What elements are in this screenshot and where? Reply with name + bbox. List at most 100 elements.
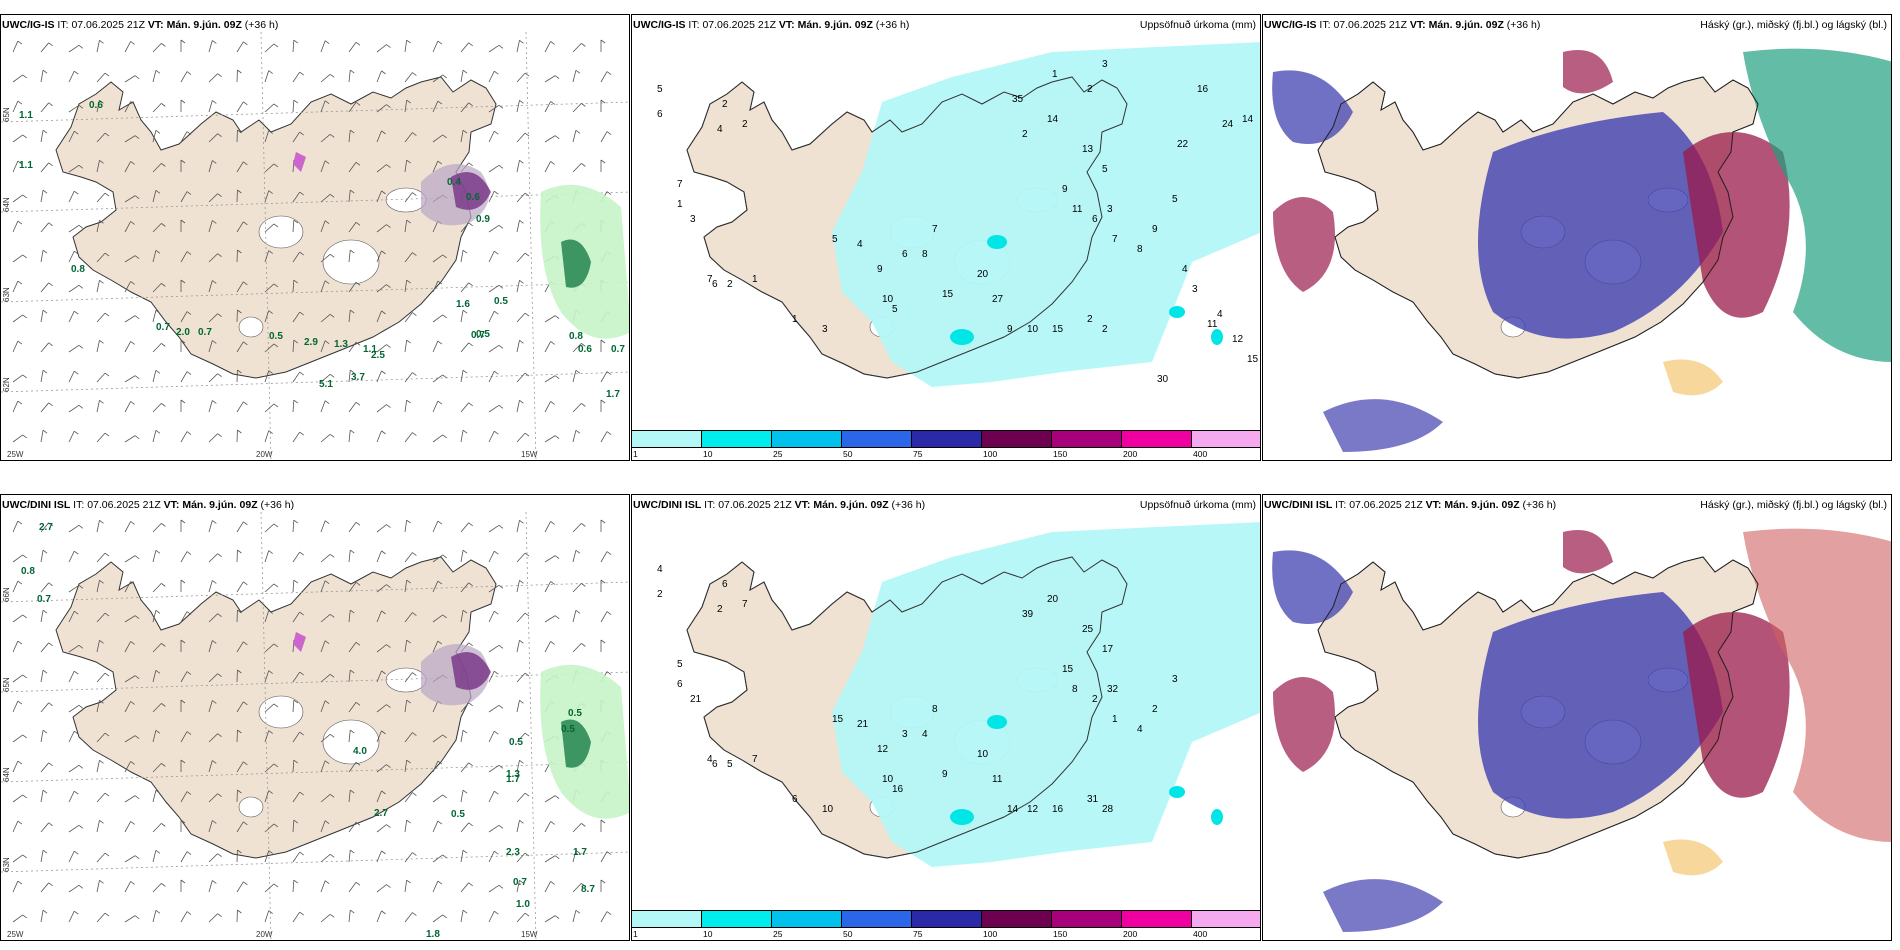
value-label: 16: [892, 784, 904, 795]
wind-barb-flag: [180, 759, 186, 764]
lon-label: 25W: [7, 450, 24, 459]
wind-barb: [432, 734, 443, 743]
wind-barb: [208, 433, 218, 443]
longitude-line: [260, 512, 272, 940]
wind-barb: [600, 911, 608, 923]
wind-barb-flag: [243, 701, 248, 706]
wind-barb: [376, 884, 387, 893]
wind-barb-flag: [243, 521, 248, 526]
value-label: 3: [1192, 284, 1198, 295]
wind-barb-flag: [217, 373, 222, 377]
wind-barb: [68, 764, 80, 773]
wind-barb-flag: [524, 732, 530, 737]
lon-label: 15W: [521, 930, 538, 939]
wind-barb-flag: [554, 135, 560, 139]
wind-barb: [404, 672, 413, 683]
wind-barb-flag: [494, 670, 499, 675]
wind-barb-flag: [180, 39, 186, 44]
value-label: 0.6: [466, 192, 480, 203]
wind-barb: [460, 610, 464, 623]
wind-barb: [236, 161, 244, 173]
lat-label: 63N: [2, 857, 11, 872]
value-label: 5: [677, 659, 683, 670]
wind-barb-flag: [155, 130, 161, 134]
wind-barb-flag: [104, 552, 110, 557]
wind-barb: [432, 614, 443, 623]
wind-barb: [348, 370, 351, 383]
wind-barb-flag: [212, 820, 217, 824]
wind-barb: [12, 434, 23, 443]
wind-barb-flag: [554, 915, 560, 919]
wind-barb: [600, 551, 608, 563]
wind-barb-flag: [268, 250, 273, 254]
wind-barb: [124, 555, 136, 563]
wind-barb-flag: [17, 880, 23, 885]
value-label: 5: [832, 234, 838, 245]
wind-barb-flag: [237, 429, 242, 434]
wind-barb-flag: [74, 190, 79, 195]
wind-barb-flag: [74, 130, 79, 135]
wind-barb-flag: [350, 729, 355, 734]
wind-barb-flag: [243, 341, 248, 346]
wind-barb: [320, 160, 326, 173]
wind-barb-flag: [519, 219, 524, 224]
wind-barb: [12, 820, 19, 833]
wind-barb: [432, 434, 443, 443]
value-label: 7: [742, 599, 748, 610]
wind-barb-flag: [186, 311, 192, 315]
wind-barb: [236, 761, 244, 773]
wind-barb: [124, 195, 136, 203]
scale-swatch: [1122, 431, 1192, 447]
wind-barb-flag: [212, 40, 217, 44]
wind-barb: [12, 640, 19, 653]
value-label: 1: [1052, 69, 1058, 80]
wind-barb-flag: [381, 70, 386, 75]
wind-barb: [180, 911, 188, 923]
wind-barb-flag: [324, 280, 330, 285]
wind-barb-flag: [412, 432, 417, 436]
value-label: 5: [1172, 194, 1178, 205]
value-label: 6: [712, 279, 718, 290]
wind-barb: [320, 880, 326, 893]
wind-barb: [516, 520, 520, 533]
wind-barb: [180, 191, 188, 203]
wind-barb-flag: [48, 522, 53, 527]
wind-barb-flag: [104, 672, 110, 677]
wind-barb: [40, 70, 44, 83]
wind-barb: [12, 520, 19, 533]
wind-barb-flag: [575, 370, 581, 374]
wind-barb-flag: [381, 730, 386, 735]
wind-barb: [208, 733, 218, 743]
wind-barb-flag: [299, 551, 304, 556]
wind-barb-flag: [468, 882, 473, 887]
wind-barb: [544, 641, 551, 653]
wind-barb-flag: [350, 129, 355, 134]
wind-barb-flag: [462, 129, 468, 134]
value-label: 10: [882, 774, 894, 785]
wind-barb: [516, 192, 526, 203]
wind-barb-flag: [22, 74, 27, 79]
wind-barb-flag: [155, 910, 161, 914]
wind-barb: [264, 523, 275, 533]
wind-barb: [320, 520, 326, 533]
wind-barb: [68, 824, 80, 833]
wind-barb: [124, 101, 131, 113]
wind-barb-flag: [299, 131, 304, 136]
wind-barb-flag: [99, 279, 104, 284]
wind-barb-flag: [237, 69, 242, 74]
value-label: 30: [1157, 374, 1169, 385]
wind-barb-flag: [48, 642, 53, 647]
wind-barb-flag: [74, 610, 79, 615]
wind-barb-flag: [462, 729, 468, 734]
wind-barb: [488, 71, 495, 83]
wind-barb: [572, 583, 582, 593]
wind-barb-flag: [324, 580, 330, 585]
wind-barb-flag: [324, 40, 330, 45]
wind-barb-flag: [406, 159, 411, 164]
wind-barb-flag: [381, 130, 386, 135]
wind-barb-flag: [237, 189, 242, 194]
wind-barb: [40, 582, 50, 593]
wind-barb-flag: [268, 910, 273, 914]
wind-barb-flag: [412, 612, 417, 616]
wind-barb: [348, 162, 357, 173]
